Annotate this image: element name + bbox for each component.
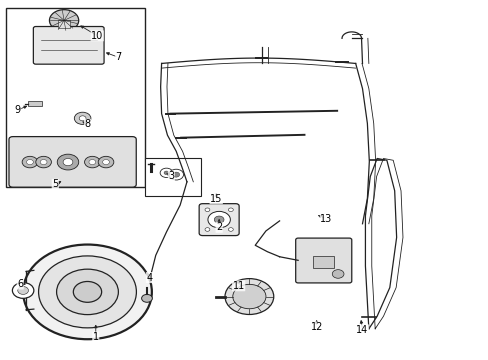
Text: 7: 7 [115,52,122,62]
Bar [58,21,70,28]
FancyBboxPatch shape [33,27,104,64]
FancyBboxPatch shape [9,136,136,187]
Text: 15: 15 [210,194,222,204]
Circle shape [204,208,209,212]
Circle shape [22,156,38,168]
Text: 11: 11 [232,281,244,291]
Text: 8: 8 [84,120,90,129]
Circle shape [40,159,47,165]
Text: 4: 4 [146,273,152,283]
Text: 3: 3 [168,171,174,181]
Circle shape [18,287,28,294]
Text: 12: 12 [310,322,322,332]
Circle shape [214,216,224,223]
Circle shape [63,158,73,166]
Circle shape [12,283,34,298]
Circle shape [163,171,168,175]
Circle shape [228,228,233,231]
Circle shape [49,10,79,31]
Circle shape [160,168,172,177]
Circle shape [224,279,273,315]
Circle shape [232,284,265,309]
FancyBboxPatch shape [199,204,239,235]
Circle shape [84,156,100,168]
Text: 5: 5 [52,179,58,189]
Circle shape [228,208,233,212]
Circle shape [36,156,51,168]
FancyBboxPatch shape [295,238,351,283]
Text: 2: 2 [216,222,222,232]
Circle shape [73,282,102,302]
Circle shape [57,154,79,170]
Bar [27,101,42,106]
Circle shape [26,159,33,165]
Text: 13: 13 [320,214,332,224]
Circle shape [102,159,109,165]
Circle shape [57,269,118,315]
Text: 14: 14 [356,325,368,335]
Text: 9: 9 [15,105,21,115]
Circle shape [79,116,86,121]
Circle shape [168,169,183,180]
Bar [5,8,144,187]
Text: 6: 6 [17,279,23,289]
Circle shape [98,156,114,168]
Circle shape [172,172,179,177]
Circle shape [39,256,136,328]
Circle shape [207,211,230,228]
Circle shape [23,244,152,339]
Bar [312,256,333,267]
Circle shape [89,159,96,165]
Circle shape [204,228,209,231]
Bar [144,158,200,196]
Circle shape [74,112,91,125]
Text: 10: 10 [91,31,103,41]
Circle shape [331,270,343,278]
Text: 1: 1 [93,332,99,342]
Circle shape [142,294,152,302]
